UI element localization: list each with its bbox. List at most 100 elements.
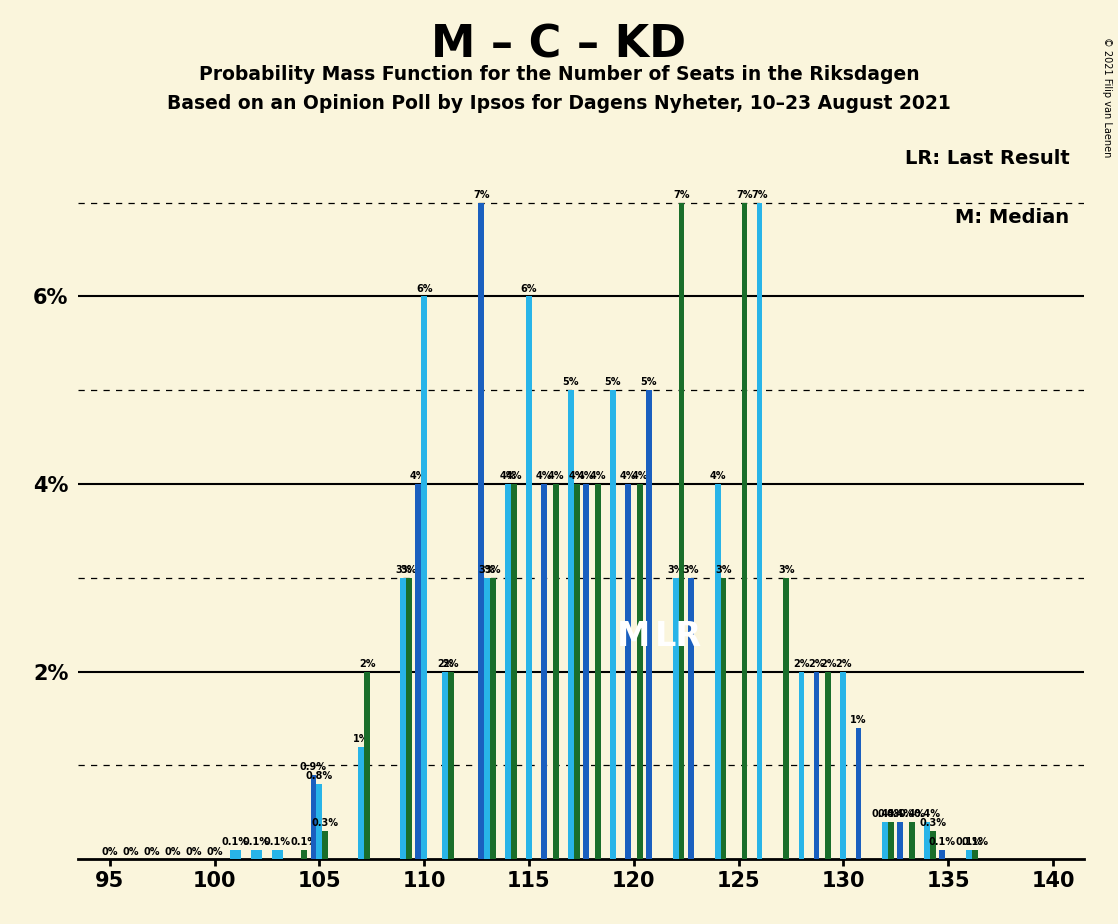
Text: 0.1%: 0.1% bbox=[243, 837, 269, 847]
Bar bbox=[448, 672, 454, 859]
Text: M: M bbox=[617, 620, 651, 653]
Bar bbox=[930, 832, 936, 859]
Text: 0.4%: 0.4% bbox=[899, 809, 926, 819]
Bar bbox=[625, 484, 631, 859]
Bar bbox=[841, 672, 846, 859]
Text: 4%: 4% bbox=[619, 471, 636, 481]
Bar bbox=[301, 850, 307, 859]
Text: 4%: 4% bbox=[578, 471, 595, 481]
Bar bbox=[525, 297, 532, 859]
Bar bbox=[679, 202, 684, 859]
Text: 0%: 0% bbox=[102, 847, 119, 857]
Text: 4%: 4% bbox=[548, 471, 565, 481]
Text: © 2021 Filip van Laenen: © 2021 Filip van Laenen bbox=[1102, 37, 1112, 157]
Bar bbox=[553, 484, 559, 859]
Bar bbox=[490, 578, 495, 859]
Text: 7%: 7% bbox=[473, 189, 490, 200]
Bar bbox=[966, 850, 973, 859]
Text: 3%: 3% bbox=[484, 565, 501, 575]
Bar bbox=[442, 672, 448, 859]
Text: 4%: 4% bbox=[632, 471, 648, 481]
Bar bbox=[898, 821, 903, 859]
Text: 4%: 4% bbox=[709, 471, 726, 481]
Text: 2%: 2% bbox=[437, 659, 454, 669]
Text: 2%: 2% bbox=[793, 659, 809, 669]
Bar bbox=[541, 484, 547, 859]
Bar bbox=[406, 578, 411, 859]
Text: 0%: 0% bbox=[143, 847, 160, 857]
Text: M: Median: M: Median bbox=[955, 208, 1070, 227]
Bar bbox=[400, 578, 406, 859]
Text: 0.3%: 0.3% bbox=[312, 819, 339, 828]
Text: 0%: 0% bbox=[164, 847, 181, 857]
Bar bbox=[511, 484, 517, 859]
Text: 5%: 5% bbox=[562, 377, 579, 387]
Text: 0.1%: 0.1% bbox=[956, 837, 983, 847]
Bar bbox=[595, 484, 600, 859]
Bar bbox=[229, 850, 241, 859]
Text: 5%: 5% bbox=[605, 377, 622, 387]
Text: 3%: 3% bbox=[682, 565, 699, 575]
Text: 2%: 2% bbox=[835, 659, 852, 669]
Text: 4%: 4% bbox=[536, 471, 552, 481]
Text: 0.3%: 0.3% bbox=[920, 819, 947, 828]
Bar bbox=[688, 578, 693, 859]
Text: 3%: 3% bbox=[667, 565, 684, 575]
Bar bbox=[855, 728, 861, 859]
Text: 0.1%: 0.1% bbox=[222, 837, 249, 847]
Text: 6%: 6% bbox=[521, 284, 538, 294]
Text: 0.1%: 0.1% bbox=[264, 837, 291, 847]
Text: LR: Last Result: LR: Last Result bbox=[904, 150, 1070, 168]
Bar bbox=[358, 747, 364, 859]
Text: 0.4%: 0.4% bbox=[872, 809, 899, 819]
Text: 0.8%: 0.8% bbox=[305, 772, 333, 782]
Bar bbox=[637, 484, 643, 859]
Bar bbox=[741, 202, 747, 859]
Text: 0%: 0% bbox=[206, 847, 222, 857]
Text: 2%: 2% bbox=[359, 659, 376, 669]
Bar bbox=[939, 850, 945, 859]
Text: 0.4%: 0.4% bbox=[878, 809, 904, 819]
Text: 3%: 3% bbox=[479, 565, 495, 575]
Text: 3%: 3% bbox=[716, 565, 732, 575]
Bar bbox=[646, 390, 652, 859]
Text: 2%: 2% bbox=[808, 659, 825, 669]
Bar bbox=[479, 202, 484, 859]
Text: 0.1%: 0.1% bbox=[291, 837, 318, 847]
Text: LR: LR bbox=[655, 620, 702, 653]
Bar bbox=[720, 578, 727, 859]
Text: Probability Mass Function for the Number of Seats in the Riksdagen: Probability Mass Function for the Number… bbox=[199, 65, 919, 84]
Bar bbox=[784, 578, 789, 859]
Bar bbox=[568, 390, 574, 859]
Text: 7%: 7% bbox=[736, 189, 752, 200]
Text: 0.9%: 0.9% bbox=[300, 762, 326, 772]
Text: 4%: 4% bbox=[500, 471, 517, 481]
Bar bbox=[582, 484, 589, 859]
Text: 1%: 1% bbox=[850, 715, 866, 725]
Bar bbox=[882, 821, 889, 859]
Bar bbox=[814, 672, 819, 859]
Bar bbox=[322, 832, 329, 859]
Bar bbox=[673, 578, 679, 859]
Bar bbox=[909, 821, 915, 859]
Bar bbox=[416, 484, 421, 859]
Text: 4%: 4% bbox=[589, 471, 606, 481]
Text: 0.4%: 0.4% bbox=[887, 809, 913, 819]
Text: 0%: 0% bbox=[122, 847, 139, 857]
Text: 3%: 3% bbox=[395, 565, 411, 575]
Text: 3%: 3% bbox=[778, 565, 795, 575]
Bar bbox=[714, 484, 721, 859]
Bar bbox=[798, 672, 804, 859]
Text: Based on an Opinion Poll by Ipsos for Dagens Nyheter, 10–23 August 2021: Based on an Opinion Poll by Ipsos for Da… bbox=[167, 94, 951, 114]
Bar bbox=[364, 672, 370, 859]
Bar bbox=[972, 850, 978, 859]
Text: 0%: 0% bbox=[186, 847, 202, 857]
Text: 7%: 7% bbox=[673, 189, 690, 200]
Bar bbox=[888, 821, 894, 859]
Bar bbox=[421, 297, 427, 859]
Bar bbox=[757, 202, 762, 859]
Text: 4%: 4% bbox=[410, 471, 427, 481]
Bar bbox=[250, 850, 263, 859]
Bar bbox=[311, 775, 316, 859]
Bar bbox=[574, 484, 579, 859]
